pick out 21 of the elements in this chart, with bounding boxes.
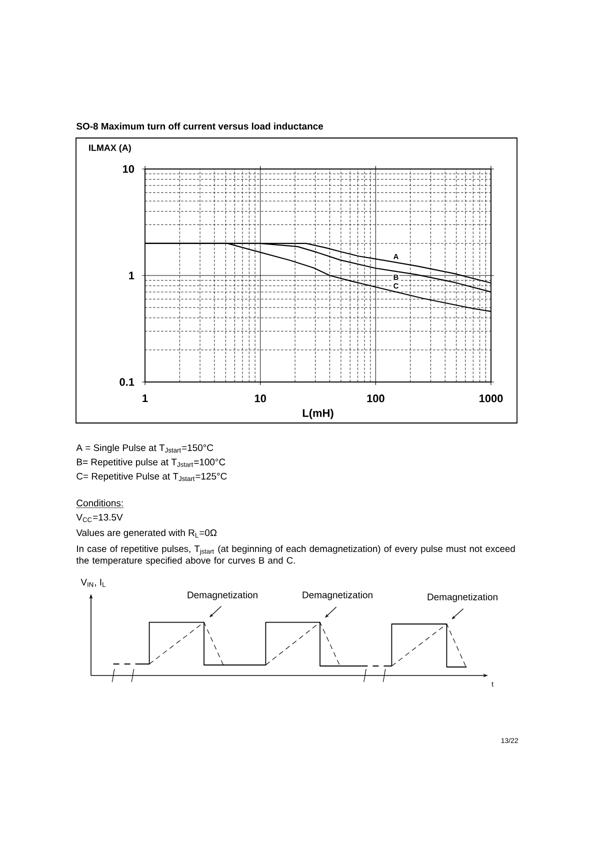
y-axis-title: ILMAX (A)	[89, 144, 131, 153]
x-tick-label: 10	[254, 394, 266, 402]
text: A = Single Pulse at T$_{Jstart}$=150°C	[76, 444, 214, 453]
y-tick-label: 0.1	[120, 378, 134, 386]
text: Values are generated with R$_{L}$=0Ω	[76, 529, 217, 538]
x-tick-label: 100	[367, 394, 384, 402]
text: Conditions:	[76, 499, 123, 506]
x-axis-title: L(mH)	[302, 408, 334, 420]
y-tick-label: 10	[122, 165, 134, 173]
text: Demagnetization	[302, 591, 372, 600]
text: V$_{IN}$, I$_{L}$	[80, 578, 106, 587]
text: C= Repetitive Pulse at T$_{Jstart}$=125°C	[76, 472, 227, 482]
y-tick-label: 1	[129, 272, 134, 280]
chart-title: SO-8 Maximum turn off current versus load inductance	[76, 122, 324, 130]
text: Demagnetization	[428, 593, 498, 602]
text: V$_{CC}$=13.5V	[76, 514, 123, 522]
text: Demagnetization	[188, 591, 258, 600]
text: In case of repetitive pulses, T$_{jstart}$ (at beginning of each demagnetization) of every pulse must not exceed the temperature specified above for curves B and C.	[76, 545, 515, 566]
text: B= Repetitive pulse at T$_{Jstart}$=100°C	[76, 458, 226, 468]
x-tick-label: 1	[142, 394, 148, 402]
x-tick-label: 1000	[480, 394, 503, 402]
